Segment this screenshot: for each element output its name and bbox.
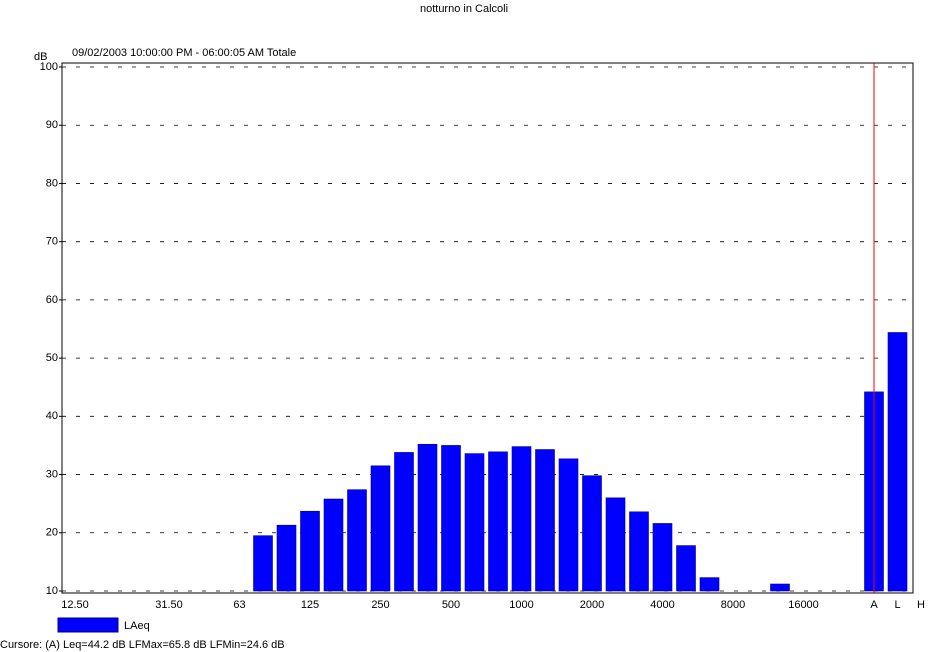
bar: [488, 451, 508, 592]
bar: [887, 332, 908, 592]
bar: [558, 458, 579, 592]
x-tick-label: 12.50: [61, 599, 89, 611]
x-tick-label: H: [917, 599, 925, 611]
y-tick-label: 10: [46, 585, 58, 597]
bar: [441, 445, 461, 592]
bar: [276, 524, 297, 592]
bar: [394, 452, 414, 592]
bar: [511, 446, 532, 592]
bar: [300, 510, 320, 592]
x-tick-label: 125: [301, 599, 319, 611]
x-tick-label: 1000: [509, 599, 533, 611]
bar: [629, 511, 649, 592]
y-tick-label: 100: [40, 61, 58, 73]
bar: [464, 453, 485, 592]
bar: [535, 449, 555, 592]
y-tick-label: 60: [46, 294, 58, 306]
bar: [605, 497, 626, 592]
bar: [253, 535, 273, 592]
bar: [770, 583, 790, 592]
bar: [417, 443, 438, 592]
x-tick-label: 250: [371, 599, 389, 611]
x-tick-label: 63: [233, 599, 245, 611]
bar: [652, 523, 673, 592]
bar: [699, 577, 720, 592]
x-tick-label: 31.50: [155, 599, 183, 611]
y-tick-label: 20: [46, 527, 58, 539]
y-tick-label: 90: [46, 119, 58, 131]
x-tick-label: 500: [442, 599, 460, 611]
chart-subtitle: 09/02/2003 10:00:00 PM - 06:00:05 AM Tot…: [72, 47, 296, 59]
x-tick-label: A: [870, 599, 878, 611]
y-axis-label: dB: [34, 51, 47, 63]
y-tick-label: 40: [46, 410, 58, 422]
y-tick-label: 70: [46, 236, 58, 248]
bar: [370, 465, 391, 592]
x-tick-label: 2000: [580, 599, 604, 611]
chart-title: notturno in Calcoli: [420, 3, 508, 15]
bar: [582, 475, 602, 592]
y-tick-label: 30: [46, 468, 58, 480]
x-tick-label: 16000: [788, 599, 819, 611]
x-tick-label: 8000: [721, 599, 745, 611]
plot-frame: [61, 62, 914, 594]
legend-label: LAeq: [124, 620, 150, 632]
bar: [323, 498, 344, 592]
cursor-text: Cursore: (A) Leq=44.2 dB LFMax=65.8 dB L…: [0, 639, 285, 651]
bar: [676, 545, 696, 592]
y-tick-label: 80: [46, 177, 58, 189]
bar: [347, 489, 367, 592]
x-tick-label: L: [894, 599, 900, 611]
x-tick-label: 4000: [650, 599, 674, 611]
legend-swatch: [57, 617, 119, 633]
y-tick-label: 50: [46, 352, 58, 364]
